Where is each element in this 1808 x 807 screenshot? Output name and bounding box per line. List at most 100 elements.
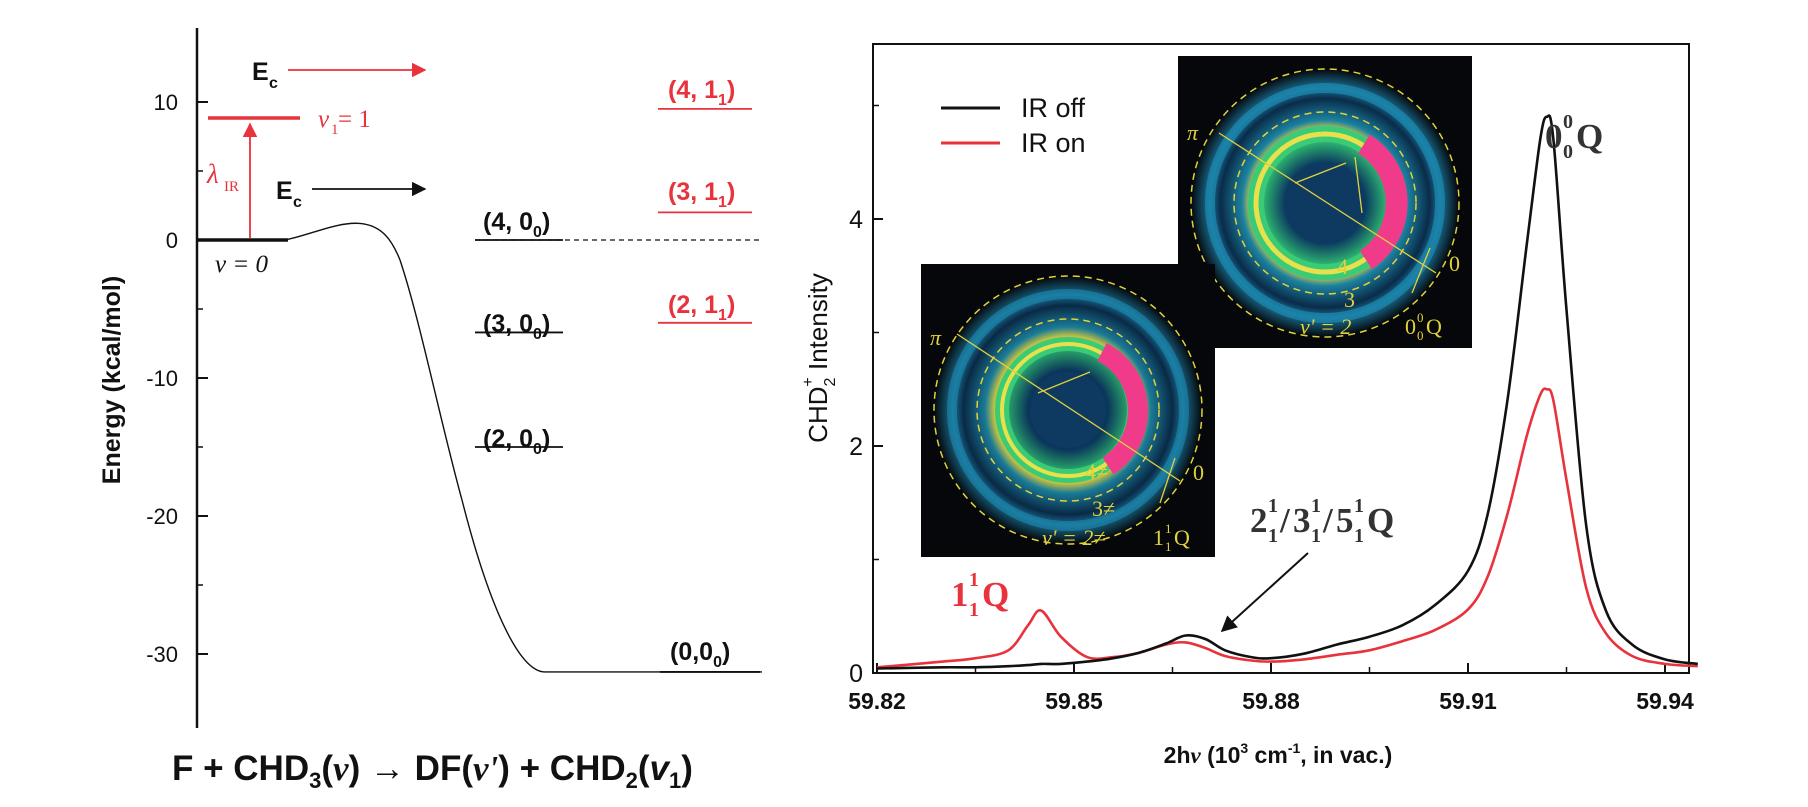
svg-text:1: 1 bbox=[951, 575, 969, 614]
svg-text:Q: Q bbox=[1367, 501, 1394, 540]
svg-text:Q: Q bbox=[982, 575, 1009, 614]
inset-bottom-pi: π bbox=[930, 325, 942, 350]
spectrum-x-tick-label: 59.94 bbox=[1636, 688, 1694, 714]
inset-top-tag: 0 0 0 Q bbox=[1405, 310, 1442, 343]
svg-text:1: 1 bbox=[1165, 539, 1172, 554]
inset-top-outer-ring bbox=[1205, 83, 1445, 323]
v1-equals: = 1 bbox=[338, 106, 371, 133]
product-level-label-black: (0,00) bbox=[670, 638, 730, 671]
svg-text:0: 0 bbox=[1563, 111, 1573, 133]
v1-symbol: v bbox=[318, 106, 330, 133]
inset-top-tick-c bbox=[1411, 247, 1431, 294]
inset-bottom-ring4: 4≠ bbox=[1085, 459, 1108, 484]
inset-bottom-tick-b bbox=[1159, 457, 1176, 504]
spectrum-ticks: 59.82 59.85 59.88 59.91 59.94 0 2 4 bbox=[848, 104, 1694, 714]
spectrum-x-tick-label: 59.82 bbox=[848, 688, 906, 714]
v0-label: v = 0 bbox=[215, 251, 268, 278]
svg-text:1: 1 bbox=[969, 599, 979, 621]
peak-label-0-0-Q: 0 0 0 Q bbox=[1545, 111, 1603, 163]
svg-text:1: 1 bbox=[1311, 495, 1321, 517]
svg-text:3: 3 bbox=[1293, 501, 1311, 540]
inset-top-ring4: 4 bbox=[1337, 254, 1348, 279]
svg-text:1: 1 bbox=[969, 569, 979, 591]
svg-text:1: 1 bbox=[1354, 495, 1364, 517]
svg-text:Q: Q bbox=[1426, 314, 1442, 339]
svg-text:1: 1 bbox=[1311, 525, 1321, 547]
product-level-label-red: (3, 11) bbox=[668, 178, 735, 211]
inset-top-ring0: 0 bbox=[1449, 251, 1460, 276]
svg-text:0: 0 bbox=[1417, 328, 1424, 343]
svg-text:Q: Q bbox=[1174, 525, 1190, 550]
inset-top-tick-b bbox=[1354, 156, 1363, 214]
energy-tick-label: 10 bbox=[154, 90, 178, 115]
ion-image-top: π 4 0 3 v' = 2 0 0 0 Q bbox=[1178, 56, 1472, 348]
svg-text:0: 0 bbox=[1545, 117, 1563, 156]
ec-letter-mid: E bbox=[276, 177, 293, 205]
series-line-ir-on bbox=[876, 387, 1698, 669]
svg-text:Q: Q bbox=[1576, 117, 1603, 156]
svg-text:1: 1 bbox=[1153, 525, 1164, 550]
spectrum-lines bbox=[876, 114, 1698, 670]
reaction-equation: F + CHD3(v) → DF(v') + CHD2(v1) bbox=[172, 749, 693, 793]
lambda-ir-label: λ IR bbox=[206, 159, 239, 195]
product-level-label-black: (2, 00) bbox=[483, 425, 550, 458]
product-level-label-red: (2, 11) bbox=[668, 291, 735, 324]
ec-sub-mid: c bbox=[293, 194, 302, 211]
product-level-label-black: (4, 00) bbox=[483, 208, 550, 241]
potential-energy-curve bbox=[284, 222, 762, 673]
inset-bottom-vprime: v' = 2≠ bbox=[1042, 525, 1105, 550]
product-level-label-red: (4, 11) bbox=[668, 76, 735, 109]
energy-diagram: 10 0 -10 -20 -30 Energy (kcal/mol) λ IR v 1 … bbox=[98, 28, 762, 793]
svg-text:0: 0 bbox=[1417, 310, 1424, 325]
svg-text:/: / bbox=[1279, 501, 1291, 540]
ec-label-top: E c bbox=[252, 58, 278, 92]
inset-top-ring3: 3 bbox=[1344, 287, 1355, 312]
spectrum-x-tick-label: 59.85 bbox=[1045, 688, 1103, 714]
svg-text:1: 1 bbox=[1165, 521, 1172, 536]
ion-image-bottom: π 4≠ 0 3≠ v' = 2≠ 1 1 1 Q bbox=[921, 264, 1215, 557]
svg-text:0: 0 bbox=[1405, 314, 1416, 339]
spectrum-x-tick-label: 59.88 bbox=[1242, 688, 1300, 714]
product-levels-red: (4, 11) (3, 11) (2, 11) bbox=[658, 76, 752, 324]
inset-bottom-magenta-arc bbox=[1097, 343, 1148, 475]
spectrum-frame bbox=[872, 43, 1690, 674]
inset-top-vprime: v' = 2 bbox=[1300, 314, 1351, 339]
inset-top-dashed-outer bbox=[1190, 68, 1460, 338]
energy-tick-label: 0 bbox=[166, 228, 178, 253]
v1-subscript: 1 bbox=[331, 122, 339, 138]
svg-text:2: 2 bbox=[1250, 501, 1268, 540]
energy-tick-label: -30 bbox=[146, 642, 178, 667]
inset-bottom-core bbox=[1030, 372, 1106, 448]
energy-ticks: 10 0 -10 -20 -30 bbox=[146, 90, 208, 667]
product-levels-black: (4, 00) (3, 00) (2, 00) (0,00) bbox=[475, 208, 760, 673]
lambda-subscript: IR bbox=[224, 179, 239, 195]
inset-top-axis-line bbox=[1218, 132, 1437, 274]
inset-top-pi: π bbox=[1187, 120, 1199, 145]
inset-top-magenta-arc bbox=[1357, 134, 1408, 270]
ec-sub-top: c bbox=[269, 75, 278, 92]
spectrum-panel: 59.82 59.85 59.88 59.91 59.94 0 2 4 CHD2+ Inten… bbox=[800, 43, 1698, 768]
svg-text:0: 0 bbox=[1563, 141, 1573, 163]
spectrum-y-tick-label: 0 bbox=[849, 660, 863, 688]
spectrum-y-tick-label: 2 bbox=[849, 433, 863, 461]
svg-text:1: 1 bbox=[1268, 525, 1278, 547]
inset-bottom-ring0: 0 bbox=[1193, 460, 1204, 485]
inset-top-tick-a bbox=[1294, 162, 1347, 184]
spectrum-y-axis-label: CHD2+ Intensity bbox=[800, 273, 839, 443]
energy-tick-label: -20 bbox=[146, 504, 178, 529]
svg-text:5: 5 bbox=[1336, 501, 1354, 540]
inset-top-core bbox=[1285, 163, 1365, 243]
spectrum-x-tick-label: 59.91 bbox=[1439, 688, 1497, 714]
svg-text:1: 1 bbox=[1268, 495, 1278, 517]
series-line-ir-off bbox=[876, 114, 1698, 670]
v1-level-label: v 1 = 1 bbox=[318, 106, 371, 138]
lambda-symbol: λ bbox=[206, 159, 219, 189]
legend-label-ir-off: IR off bbox=[1021, 93, 1086, 123]
svg-text:/: / bbox=[1322, 501, 1334, 540]
svg-text:1: 1 bbox=[1354, 525, 1364, 547]
peak-label-1-1-Q: 1 1 1 Q bbox=[951, 569, 1009, 621]
spectrum-y-tick-label: 4 bbox=[849, 206, 863, 234]
combination-band-arrow bbox=[1220, 552, 1309, 633]
